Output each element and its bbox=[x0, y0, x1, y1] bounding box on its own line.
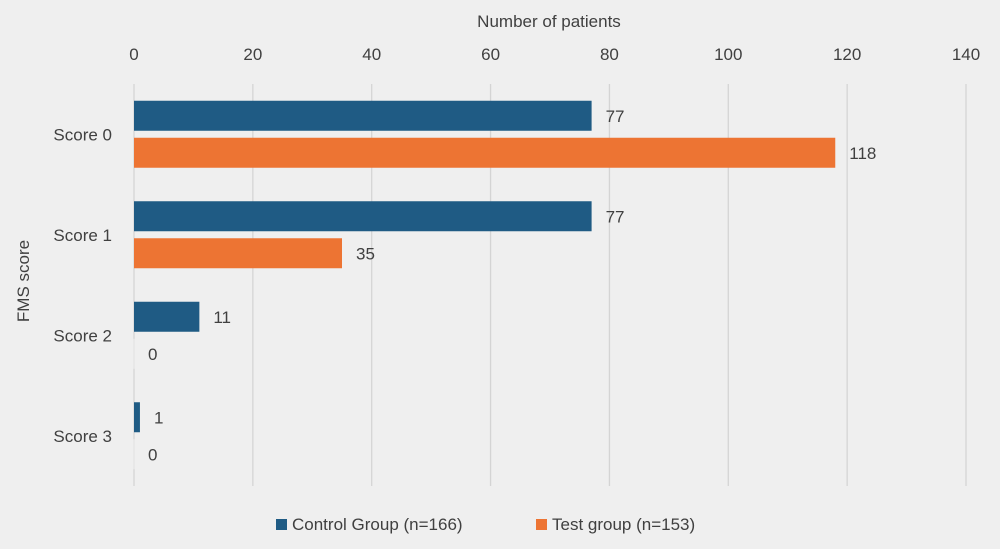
x-tick-label: 20 bbox=[243, 45, 262, 64]
data-label-test: 118 bbox=[849, 144, 876, 163]
x-tick-label: 0 bbox=[129, 45, 138, 64]
data-label-control: 11 bbox=[213, 308, 231, 327]
x-tick-label: 40 bbox=[362, 45, 381, 64]
data-label-test: 0 bbox=[148, 445, 157, 464]
x-tick-label: 80 bbox=[600, 45, 619, 64]
x-tick-label: 120 bbox=[833, 45, 861, 64]
legend-swatch-test bbox=[536, 519, 547, 530]
legend[interactable]: Control Group (n=166) Test group (n=153) bbox=[276, 515, 695, 534]
category-label: Score 1 bbox=[53, 226, 112, 245]
category-label: Score 3 bbox=[53, 427, 112, 446]
bar-control-0 bbox=[134, 100, 592, 131]
x-axis-ticks: 0 20 40 60 80 100 120 140 bbox=[129, 45, 980, 64]
category-label: Score 2 bbox=[53, 326, 112, 345]
x-axis-title: Number of patients bbox=[477, 12, 621, 31]
x-tick-label: 100 bbox=[714, 45, 742, 64]
data-label-control: 77 bbox=[606, 107, 625, 126]
legend-swatch-control bbox=[276, 519, 287, 530]
x-tick-label: 60 bbox=[481, 45, 500, 64]
data-label-control: 1 bbox=[154, 408, 163, 427]
bar-control-2 bbox=[134, 301, 200, 332]
y-axis-categories: Score 0 Score 1 Score 2 Score 3 bbox=[53, 125, 112, 446]
bar-control-3 bbox=[134, 402, 140, 433]
bar-test-0 bbox=[134, 137, 836, 168]
data-label-test: 35 bbox=[356, 244, 375, 263]
bar-control-1 bbox=[134, 201, 592, 232]
bars: 77 118 77 35 11 0 1 0 bbox=[133, 100, 876, 470]
y-axis-title: FMS score bbox=[14, 240, 33, 322]
legend-label-test: Test group (n=153) bbox=[552, 515, 695, 534]
category-label: Score 0 bbox=[53, 125, 112, 144]
legend-label-control: Control Group (n=166) bbox=[292, 515, 463, 534]
data-label-control: 77 bbox=[606, 207, 625, 226]
data-label-test: 0 bbox=[148, 345, 157, 364]
x-tick-label: 140 bbox=[952, 45, 980, 64]
bar-test-1 bbox=[134, 238, 342, 269]
